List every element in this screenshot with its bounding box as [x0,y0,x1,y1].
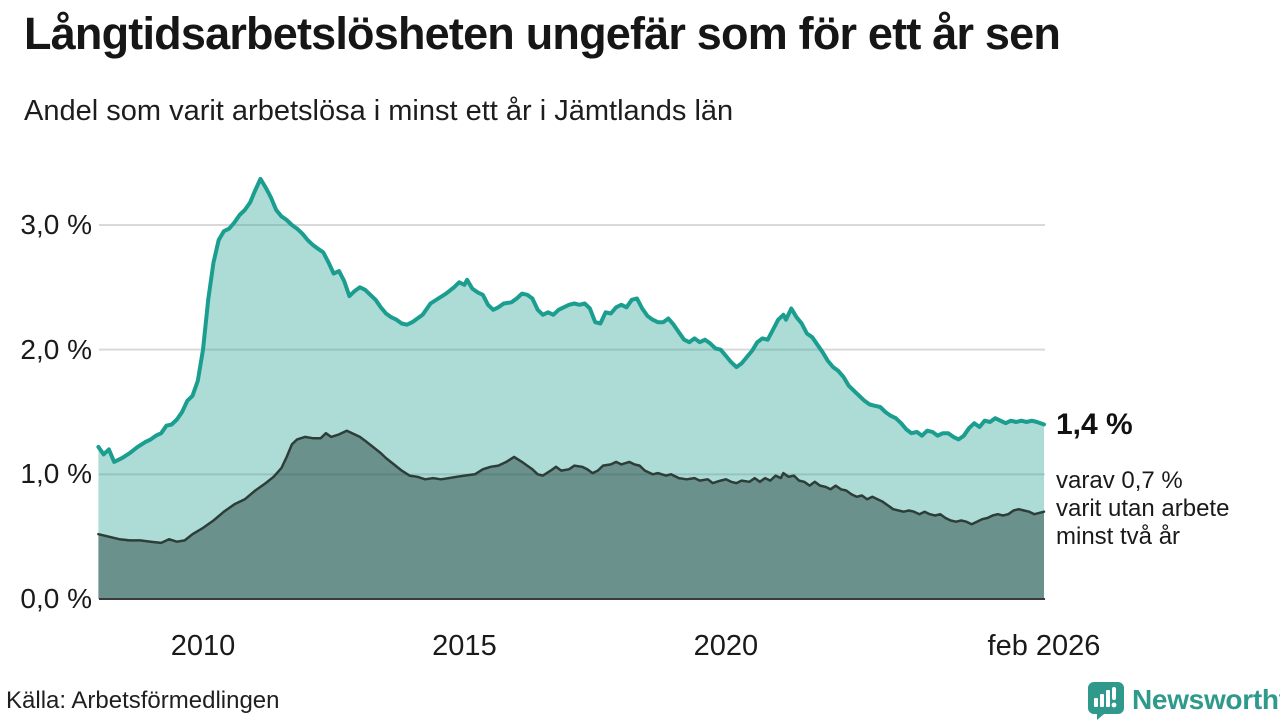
line-total-unemployed [96,176,1046,464]
latest-total-value-label: 1,4 % [1056,408,1133,441]
newsworthy-logo: Newsworthy [1086,680,1280,720]
gridlines [99,223,1045,476]
page-subtitle: Andel som varit arbetslösa i minst ett å… [24,95,734,127]
newsworthy-bubble-icon [1088,682,1124,720]
x-tick-label: feb 2026 [987,630,1101,662]
exclamation-bar [1112,687,1116,700]
y-tick-label: 0,0 % [20,583,92,614]
area-two-year-unemployed [98,430,1044,599]
bar-tall [1106,690,1110,707]
exclamation-dot [1111,702,1117,708]
two-year-annotation: varav 0,7 % varit utan arbete minst två år [1056,467,1276,551]
newsworthy-logo-text: Newsworthy [1132,684,1280,715]
page-title: Långtidsarbetslösheten ungefär som för e… [24,8,1061,59]
line-two-year-unemployed [97,429,1046,545]
two-year-annotation-line: varit utan arbete [1056,495,1230,522]
y-tick-label: 3,0 % [20,208,92,240]
bar-small [1094,698,1098,707]
source-credit: Källa: Arbetsförmedlingen [6,687,280,714]
two-year-annotation-line: varav 0,7 % [1056,467,1183,494]
x-tick-label: 2010 [170,630,236,662]
bar-medium [1100,694,1104,707]
x-tick-label: 2020 [693,630,759,662]
y-tick-label: 2,0 % [20,333,92,365]
area-total-unemployed [98,178,1044,599]
chart-lines [96,176,1046,545]
chart-areas [98,178,1044,599]
y-tick-label: 1,0 % [20,458,92,490]
two-year-annotation-line: minst två år [1056,523,1181,550]
x-tick-label: 2015 [432,630,497,662]
